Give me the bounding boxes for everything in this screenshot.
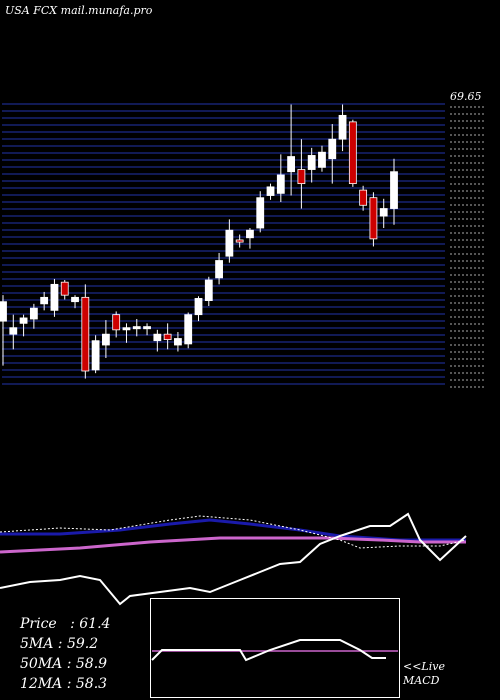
candle-up [246,229,254,239]
candle-up [19,317,28,324]
candle-up [184,314,193,345]
candle-up [215,260,223,279]
candle-up [225,229,234,257]
candle-up [9,327,18,335]
candle-up [174,338,182,346]
candle-down [297,169,306,185]
macd-legend: <<Live MACD [403,660,445,688]
candle-up [276,174,285,194]
candle-up [256,197,265,229]
candle-up [318,151,326,168]
ma-pink-line [0,536,466,554]
candlesticks [0,104,398,379]
price-stat: Price : 61.4 [20,616,111,632]
macd-line [151,639,386,662]
candle-up [328,138,337,160]
candle-up [379,208,388,217]
ma-blue-line [0,518,466,542]
candle-up [71,296,79,303]
candle-up [143,326,151,330]
candle-up [153,333,162,342]
candle-up [40,296,49,305]
candle-up [50,283,59,311]
candle-up [390,171,398,209]
candle-down [348,121,357,185]
candle-down [369,197,378,240]
candle-down [235,239,244,243]
indicator-lines [0,512,467,606]
live-label: <<Live [403,660,445,673]
macd-lines [151,639,398,662]
site-label: mail.munafa.pro [60,4,153,17]
candle-down [81,296,90,372]
candle-up [287,156,296,173]
stats-panel: Price : 61.4 5MA : 59.2 50MA : 58.9 12MA… [20,614,110,694]
price-gridlines [2,103,484,388]
candle-up [266,186,275,196]
candle-up [29,307,38,320]
macd-label: MACD [403,674,440,687]
ma12-stat: 12MA : 58.3 [20,676,108,692]
ma50-stat: 50MA : 58.9 [20,656,108,672]
candle-up [338,114,347,140]
candle-up [132,326,141,330]
candle-down [163,333,172,340]
candle-down [60,281,69,296]
chart-header: USA FCX mail.munafa.pro [5,4,152,17]
candle-down [112,314,121,331]
price-line [0,512,467,606]
ma5-stat: 5MA : 59.2 [20,636,99,652]
candle-up [307,155,316,170]
symbol-label: USA FCX [5,4,58,17]
signal-dotted-line [0,515,467,549]
candle-up [204,279,213,301]
candle-up [194,298,203,316]
candle-up [122,327,131,331]
top-price-label: 69.65 [450,90,482,103]
candle-up [0,301,7,322]
candle-down [359,189,368,206]
candle-up [101,333,110,346]
macd-panel [150,598,400,698]
candle-up [91,340,100,371]
